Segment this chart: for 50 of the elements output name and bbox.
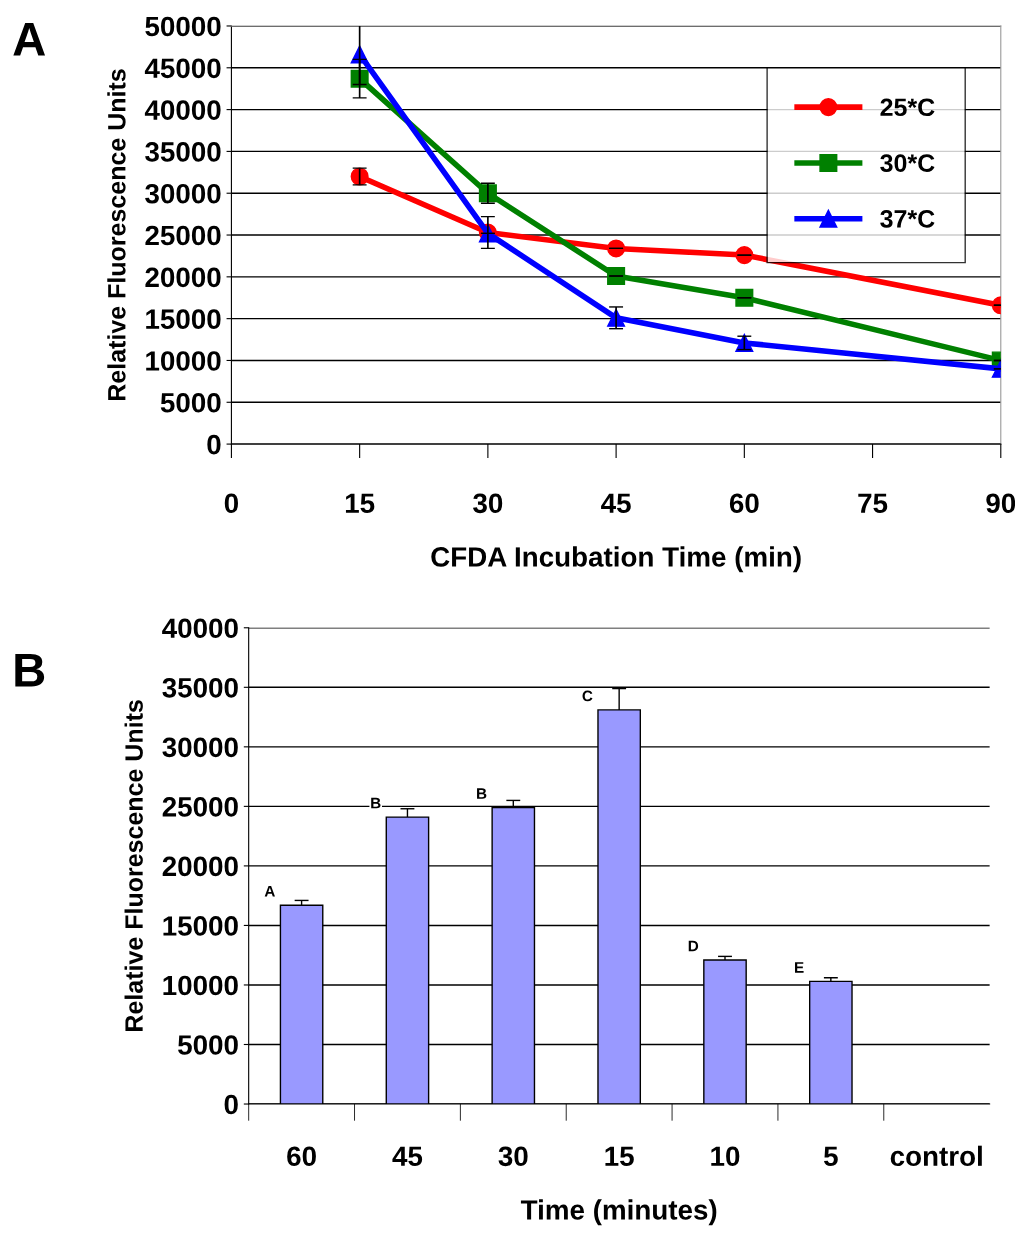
y-tick-label: 10000 (163, 975, 238, 996)
legend-label: 37*C (880, 210, 935, 228)
y-tick-label: 5000 (178, 1035, 238, 1055)
legend-label: 25*C (880, 98, 935, 117)
legend-label: 30*C (880, 154, 935, 172)
y-tick-label: 15000 (146, 309, 221, 329)
annotation: B (371, 797, 381, 809)
annotation: B (477, 788, 487, 799)
x-tick-label: 5 (823, 1146, 838, 1167)
text: B (15, 653, 45, 687)
x-axis-title: CFDA Incubation Time (min) (431, 546, 801, 573)
y-tick-label: 35000 (145, 142, 221, 162)
point (607, 266, 626, 286)
annotation: C (582, 690, 593, 702)
y-tick-label: 20000 (145, 267, 221, 288)
y-tick-label: 25000 (145, 225, 221, 246)
annotation: E (795, 962, 804, 973)
x-tick-label: 30 (473, 493, 503, 514)
x-tick-label: 15 (605, 1146, 634, 1167)
x-tick-label: 60 (287, 1146, 316, 1167)
y-tick-label: 25000 (162, 797, 238, 817)
y-tick-label: 10000 (146, 351, 221, 371)
x-tick-label: 45 (601, 493, 631, 514)
point (607, 239, 626, 258)
y-tick-label: 40000 (162, 618, 238, 639)
x-axis-title: Time (minutes) (520, 1199, 717, 1226)
y-tick-label: 20000 (162, 856, 238, 877)
x-tick-label: 60 (729, 493, 759, 514)
y-tick-label: 15000 (163, 916, 238, 936)
x-tick-label: 45 (392, 1146, 423, 1167)
y-tick-label: 0 (207, 434, 221, 455)
y-axis-title: Relative Fluorescence Units (124, 700, 143, 1031)
x-tick-label: 90 (986, 493, 1015, 514)
x-tick-label: 15 (345, 493, 375, 514)
y-tick-label: 0 (224, 1094, 238, 1115)
text: A (13, 23, 46, 56)
y-tick-label: 5000 (160, 392, 221, 413)
x-tick-label: 10 (711, 1146, 740, 1167)
y-tick-label: 35000 (162, 677, 238, 698)
annotation: D (688, 940, 699, 952)
x-tick-label: 75 (858, 493, 888, 514)
x-tick-label: control (890, 1145, 982, 1167)
x-tick-label: 30 (498, 1146, 528, 1167)
y-tick-label: 45000 (144, 58, 221, 79)
annotation: A (264, 885, 275, 897)
y-tick-label: 50000 (145, 16, 221, 37)
y-tick-label: 30000 (145, 183, 221, 204)
y-tick-label: 40000 (144, 100, 221, 120)
y-axis-title: Relative Fluorescence Units (107, 69, 126, 401)
y-tick-label: 30000 (162, 737, 238, 758)
